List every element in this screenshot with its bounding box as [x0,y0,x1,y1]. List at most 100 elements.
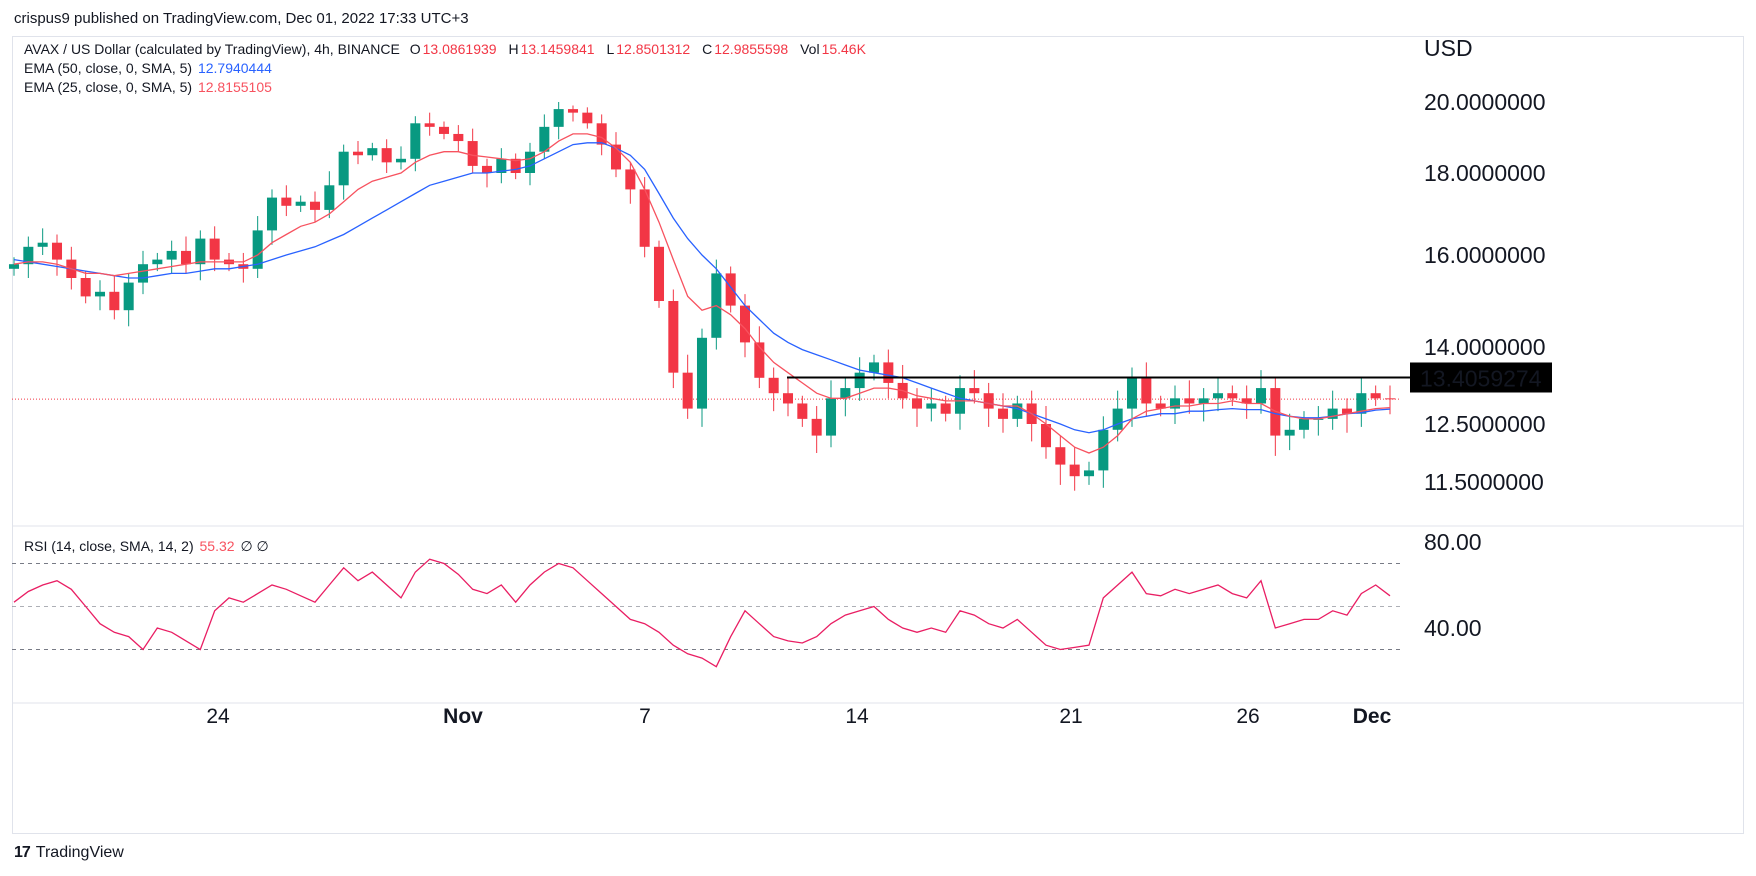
candle [797,395,808,427]
candle-body [252,230,263,269]
grid-layer [12,525,1744,704]
candle [653,240,665,308]
candle [1198,388,1209,422]
candle-body [825,398,837,436]
candle-body [739,305,751,343]
price-tick-label: 20.0000000 [1424,89,1546,115]
candle-body [137,264,149,283]
candle-body [1012,403,1023,419]
ema25-legend[interactable]: EMA (25, close, 0, SMA, 5) 12.8155105 [24,79,274,95]
candle [811,406,822,453]
ema50-legend[interactable]: EMA (50, close, 0, SMA, 5) 12.7940444 [24,60,274,76]
candle-body [338,151,349,186]
candle-body [195,238,206,265]
candle-body [209,238,220,260]
time-tick-label: Nov [443,705,483,728]
candle [381,139,392,173]
open-value: 13.0861939 [422,41,497,57]
candle [209,226,220,272]
ema50-line [13,142,1391,434]
candle [1098,416,1109,488]
candle-body [123,282,134,311]
candle-body [811,418,822,436]
candle [281,185,292,217]
candle-body [94,291,106,297]
candle-body [51,242,63,260]
candle [1169,385,1181,424]
candle [367,142,378,161]
symbol-title[interactable]: AVAX / US Dollar (calculated by TradingV… [24,41,400,57]
candle [123,273,134,327]
candle-body [911,398,923,409]
price-pane[interactable] [8,102,1410,491]
candle [309,191,321,223]
candle-body [1040,424,1052,448]
candle [295,195,306,212]
ema25-line [13,133,1391,454]
candle [954,375,966,430]
candle [510,153,521,180]
candle [1069,447,1080,491]
candle-body [1341,408,1353,414]
candle-body [653,246,665,301]
close-value: 12.9855598 [714,41,789,57]
candle [496,148,507,184]
candle-body [395,158,407,163]
candle [940,395,951,422]
candle-body [926,403,937,409]
candle [625,162,636,204]
candle-body [481,165,493,173]
candle [23,236,34,278]
time-tick-label: 7 [639,705,651,728]
high-value: 13.1459841 [520,41,595,57]
candle-body [1198,398,1209,404]
candle [1012,395,1023,427]
candle-body [639,189,650,247]
candle-body [1241,398,1252,404]
candle-body [596,123,607,145]
time-tick-label: 21 [1059,705,1082,728]
candle-body [352,151,364,156]
candle [983,382,994,427]
candle-body [1370,393,1381,399]
candle [338,144,349,200]
candle [1313,406,1324,436]
candle-body [1298,418,1310,430]
candle-body [625,169,636,190]
low-value: 12.8501312 [616,41,691,57]
volume-label: Vol [800,41,820,57]
candle-body [539,126,550,152]
chart-frame [12,36,1744,834]
footer-brand[interactable]: 17 TradingView [14,844,124,862]
rsi-pane[interactable] [12,558,1400,668]
candle-body [324,185,335,210]
candle-body [1055,447,1066,465]
candle-body [8,264,20,269]
candle [137,250,149,295]
candle [467,128,478,173]
candle-body [940,403,951,414]
axis-layer: 13.4059274 USD 20.0000000 18.0000000 16.0000… [206,35,1552,728]
candle-body [883,362,894,383]
candle [1327,390,1338,430]
candle-body [524,151,536,173]
candle [266,189,278,245]
candle-body [152,259,163,265]
candle [1141,362,1152,417]
candle [1040,406,1052,459]
candle-body [754,342,765,378]
rsi-legend[interactable]: RSI (14, close, SMA, 14, 2) 55.32 ∅ ∅ [24,538,271,555]
price-tick-label: 14.0000000 [1424,334,1546,360]
candle-body [281,197,292,206]
candle-body [696,337,708,409]
candle [610,132,622,178]
ema25-value: 12.8155105 [197,79,272,95]
candle [1241,385,1252,419]
candle [166,240,177,274]
candle [911,388,923,427]
candle-body [1169,398,1181,409]
rsi-value: 55.32 [199,538,235,554]
candle [1341,398,1353,433]
candle-body [180,250,192,265]
